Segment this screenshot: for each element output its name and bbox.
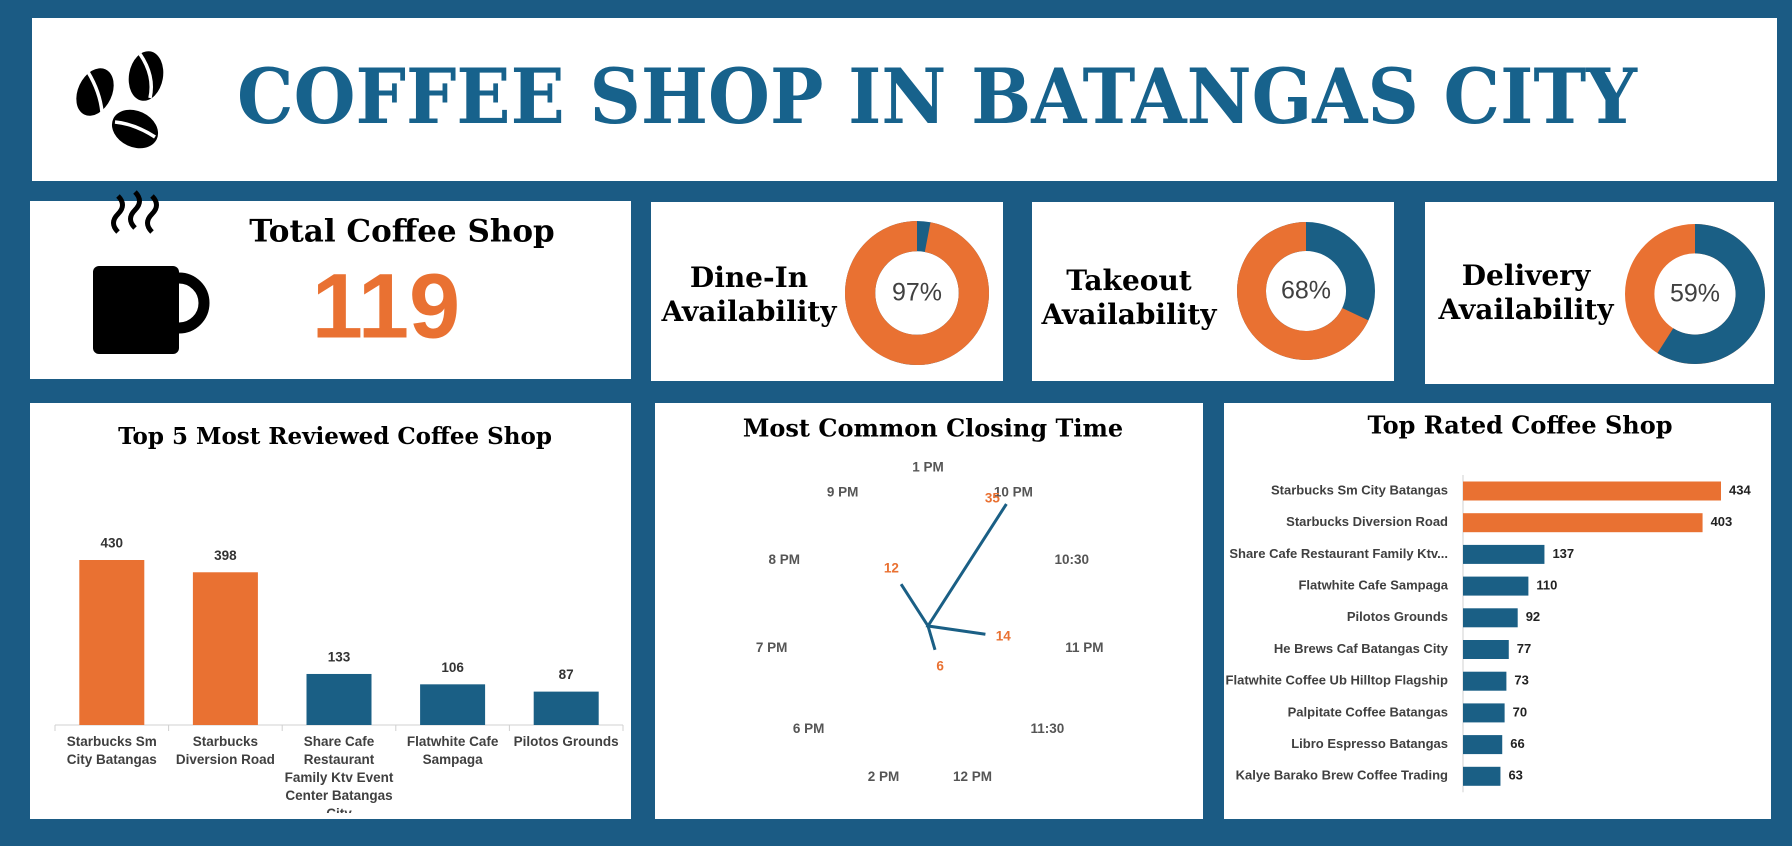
data-label: 66 bbox=[1510, 736, 1524, 751]
bar bbox=[1463, 481, 1721, 501]
y-tick-label: He Brews Caf Batangas City bbox=[1274, 641, 1449, 656]
donut-value-label: 59% bbox=[1670, 280, 1720, 308]
x-tick-label-box: Flatwhite Cafe Sampaga bbox=[406, 734, 499, 767]
y-tick-label: Palpitate Coffee Batangas bbox=[1288, 704, 1448, 719]
donut-title-box: Takeout Availability bbox=[1041, 264, 1217, 331]
data-label: 6 bbox=[936, 659, 944, 674]
beans-icon bbox=[76, 51, 164, 149]
bar bbox=[79, 560, 145, 725]
bar bbox=[1463, 671, 1507, 691]
bar bbox=[1463, 608, 1518, 628]
donut-title-box: Delivery Availability bbox=[1438, 259, 1614, 326]
data-label: 398 bbox=[214, 548, 237, 563]
data-label: 434 bbox=[1729, 482, 1751, 497]
donut-title: Dine-In Availability bbox=[661, 261, 837, 328]
x-tick-label: Flatwhite Cafe Sampaga bbox=[406, 734, 499, 767]
y-tick-label: Share Cafe Restaurant Family Ktv... bbox=[1229, 546, 1448, 561]
x-tick-label-box: Starbucks Diversion Road bbox=[175, 734, 275, 767]
x-tick-label: Share Cafe Restaurant Family Ktv Event C… bbox=[284, 734, 394, 813]
chart-title: Top 5 Most Reviewed Coffee Shop bbox=[118, 423, 552, 450]
x-tick-label: Pilotos Grounds bbox=[513, 734, 619, 749]
bar bbox=[306, 673, 372, 725]
axis-label: 7 PM bbox=[756, 640, 788, 655]
donut-title: Delivery Availability bbox=[1438, 259, 1614, 326]
axis-label: 8 PM bbox=[769, 552, 801, 567]
data-label: 63 bbox=[1508, 768, 1522, 783]
data-label: 12 bbox=[884, 561, 899, 576]
bar bbox=[420, 684, 486, 725]
y-tick-label: Flatwhite Cafe Sampaga bbox=[1298, 578, 1448, 593]
axis-label: 11 PM bbox=[1065, 640, 1103, 655]
x-tick-label-box: Pilotos Grounds bbox=[513, 734, 619, 749]
chart-title: Most Common Closing Time bbox=[743, 414, 1123, 443]
axis-label: 1 PM bbox=[912, 460, 944, 475]
donut-slice bbox=[844, 221, 989, 365]
header-card bbox=[32, 18, 1777, 181]
bar bbox=[1463, 544, 1545, 564]
y-tick-label: Kalye Barako Brew Coffee Trading bbox=[1236, 768, 1448, 783]
x-tick-label-box: Share Cafe Restaurant Family Ktv Event C… bbox=[284, 734, 394, 813]
bar bbox=[1463, 640, 1509, 659]
data-label: 106 bbox=[441, 660, 464, 675]
axis-label: 2 PM bbox=[868, 769, 900, 784]
chart-card bbox=[655, 403, 1203, 819]
x-tick-label: Starbucks Diversion Road bbox=[175, 734, 275, 767]
data-label: 430 bbox=[101, 536, 124, 551]
bar bbox=[192, 572, 258, 725]
data-label: 133 bbox=[328, 650, 351, 665]
bar bbox=[533, 691, 599, 725]
x-tick-label-box: Starbucks Sm City Batangas bbox=[66, 734, 157, 767]
donut-slice bbox=[1237, 222, 1369, 360]
donut-title-box: Dine-In Availability bbox=[661, 261, 837, 328]
data-label: 14 bbox=[996, 628, 1012, 643]
bar bbox=[1463, 576, 1529, 596]
axis-label: 6 PM bbox=[793, 721, 825, 736]
bar bbox=[1463, 513, 1703, 533]
data-label: 137 bbox=[1552, 546, 1574, 561]
data-label: 92 bbox=[1526, 609, 1540, 624]
donut-title: Takeout Availability bbox=[1041, 264, 1217, 331]
axis-label: 10:30 bbox=[1054, 552, 1089, 567]
cup-icon bbox=[93, 190, 210, 354]
axis-label: 10 PM bbox=[994, 485, 1033, 500]
y-tick-label: Starbucks Sm City Batangas bbox=[1271, 482, 1448, 497]
kpi-value: 119 bbox=[312, 255, 460, 357]
y-tick-label: Pilotos Grounds bbox=[1347, 609, 1448, 624]
y-tick-label: Starbucks Diversion Road bbox=[1286, 514, 1448, 529]
data-label: 403 bbox=[1711, 514, 1733, 529]
donut-value-label: 97% bbox=[892, 279, 942, 307]
donut-slice bbox=[1657, 224, 1765, 364]
y-tick-label: Libro Espresso Batangas bbox=[1291, 736, 1448, 751]
chart-title: Top Rated Coffee Shop bbox=[1367, 411, 1672, 440]
axis-label: 9 PM bbox=[827, 485, 859, 500]
data-label: 35 bbox=[985, 491, 1001, 506]
bar bbox=[1463, 735, 1503, 755]
data-label: 70 bbox=[1513, 704, 1527, 719]
x-tick-label: Starbucks Sm City Batangas bbox=[66, 734, 157, 767]
y-tick-label: Flatwhite Coffee Ub Hilltop Flagship bbox=[1226, 673, 1449, 688]
axis-label: 11:30 bbox=[1031, 721, 1065, 736]
kpi-label: Total Coffee Shop bbox=[249, 214, 554, 250]
data-label: 87 bbox=[559, 667, 574, 682]
axis-label: 12 PM bbox=[953, 769, 992, 784]
bar bbox=[1463, 766, 1501, 786]
data-label: 77 bbox=[1517, 641, 1531, 656]
data-label: 110 bbox=[1536, 578, 1557, 593]
radar-line bbox=[899, 503, 1008, 651]
dashboard-title: COFFEE SHOP IN BATANGAS CITY bbox=[237, 52, 1638, 141]
donut-value-label: 68% bbox=[1281, 277, 1331, 305]
bar bbox=[1463, 703, 1505, 723]
data-label: 73 bbox=[1514, 673, 1528, 688]
